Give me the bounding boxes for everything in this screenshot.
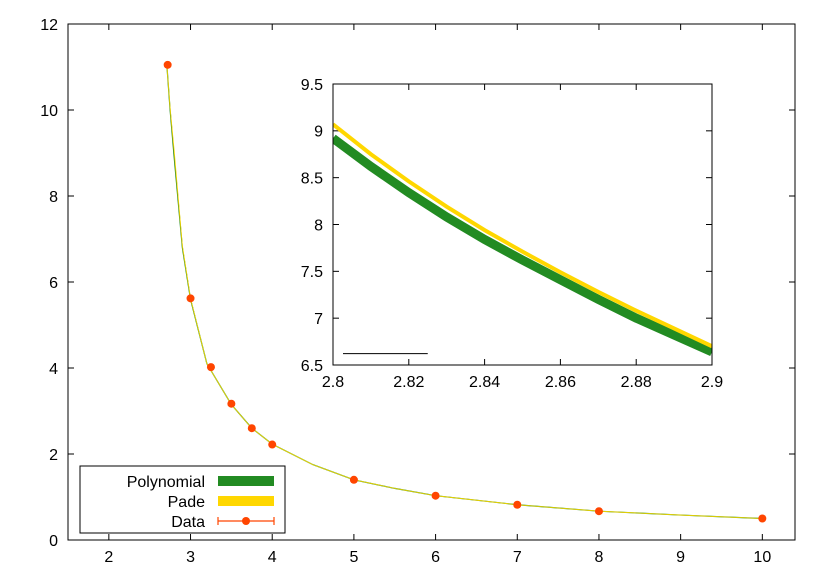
main-ytick-label: 2 <box>49 447 58 464</box>
main-ytick-label: 6 <box>49 275 58 292</box>
main-data-point <box>513 500 522 509</box>
inset-series-polynomial <box>333 134 712 357</box>
inset-ytick-label: 9 <box>314 124 323 141</box>
legend-label: Pade <box>168 494 205 511</box>
main-data-point <box>163 60 172 69</box>
main-xtick-label: 10 <box>753 549 771 566</box>
main-xtick-label: 4 <box>268 549 277 566</box>
main-xtick-label: 7 <box>513 549 522 566</box>
inset-ytick-label: 8.5 <box>301 170 323 187</box>
main-ytick-label: 4 <box>49 361 58 378</box>
legend-label: Polynomial <box>127 474 205 491</box>
inset-xtick-label: 2.8 <box>322 374 344 391</box>
main-data-point <box>206 363 215 372</box>
inset-xtick-label: 2.84 <box>469 374 500 391</box>
main-xtick-label: 6 <box>431 549 440 566</box>
inset-ytick-label: 9.5 <box>301 77 323 94</box>
main-ytick-label: 8 <box>49 189 58 206</box>
main-xtick-label: 9 <box>676 549 685 566</box>
main-xtick-label: 3 <box>186 549 195 566</box>
main-data-point <box>431 491 440 500</box>
main-xtick-label: 2 <box>104 549 113 566</box>
main-data-point <box>247 424 256 433</box>
legend: Polynomial Pade Data <box>79 465 286 534</box>
inset-xtick-label: 2.9 <box>701 374 723 391</box>
inset-xtick-label: 2.86 <box>545 374 576 391</box>
inset-ytick-label: 8 <box>314 217 323 234</box>
main-data-point <box>594 507 603 516</box>
main-data-point <box>227 399 236 408</box>
legend-swatch-data-point <box>242 517 250 525</box>
inset-plot: 2.8 2.82 2.84 2.86 2.88 2.9 6.5 7 7.5 8 8.5 9 9.5 <box>301 77 723 391</box>
inset-ytick-label: 6.5 <box>301 358 323 375</box>
main-xtick-label: 5 <box>349 549 358 566</box>
main-data-point <box>186 294 195 303</box>
inset-xtick-label: 2.88 <box>621 374 652 391</box>
main-xtick-label: 8 <box>595 549 604 566</box>
main-data-point <box>268 440 277 449</box>
main-data-point <box>349 475 358 484</box>
main-ytick-label: 0 <box>49 533 58 550</box>
main-ytick-label: 12 <box>40 17 58 34</box>
main-data-point <box>758 514 767 523</box>
inset-ytick-label: 7 <box>314 311 323 328</box>
inset-xtick-label: 2.82 <box>393 374 424 391</box>
inset-frame-top <box>332 83 713 366</box>
inset-ytick-label: 7.5 <box>301 264 323 281</box>
legend-label: Data <box>171 514 205 531</box>
main-ytick-label: 10 <box>40 103 58 120</box>
inset-series-pade <box>333 122 712 349</box>
